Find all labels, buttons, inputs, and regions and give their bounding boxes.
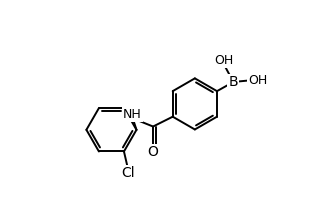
Text: OH: OH	[214, 54, 233, 67]
Text: Cl: Cl	[122, 167, 135, 180]
Text: O: O	[148, 145, 159, 159]
Text: B: B	[228, 75, 238, 89]
Text: NH: NH	[123, 108, 142, 121]
Text: OH: OH	[248, 74, 267, 87]
